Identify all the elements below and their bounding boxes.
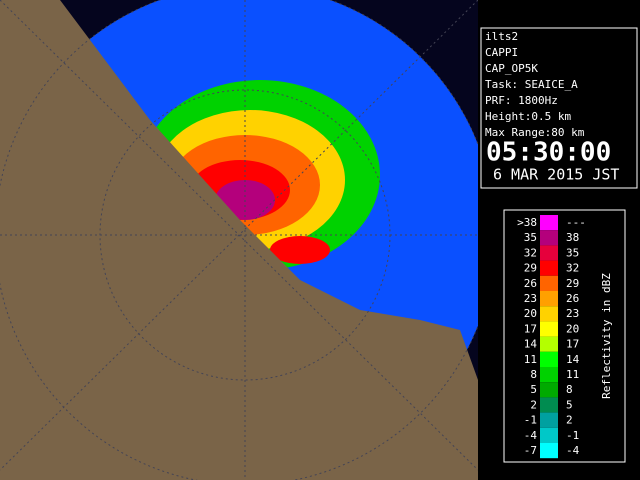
echo [270,236,330,264]
legend-high: 35 [566,246,579,259]
legend-title: Reflectivity in dBZ [600,273,613,399]
legend-low: 8 [530,368,537,381]
legend-swatch [540,260,558,276]
legend-high: 23 [566,307,579,320]
legend-low: 20 [524,307,537,320]
legend-swatch [540,382,558,398]
legend-high: 11 [566,368,579,381]
legend-swatch [540,351,558,367]
legend-high: 32 [566,262,579,275]
legend-high: --- [566,216,586,229]
legend-high: -1 [566,429,579,442]
info-line: Height:0.5 km [485,110,571,123]
legend-low: 32 [524,246,537,259]
legend-swatch [540,230,558,246]
legend-low: 23 [524,292,537,305]
legend-high: -4 [566,444,580,457]
legend-low: 5 [530,383,537,396]
land [0,0,478,480]
legend-high: 17 [566,338,579,351]
legend-high: 20 [566,322,579,335]
info-box [480,27,638,189]
legend-low: 29 [524,262,537,275]
legend-low: -1 [524,414,537,427]
info-line: ilts2 [485,30,518,43]
legend-swatch [540,367,558,383]
legend-swatch [540,306,558,322]
legend-high: 14 [566,353,580,366]
legend-high: 26 [566,292,579,305]
legend-swatch [540,245,558,261]
legend-low: 35 [524,231,537,244]
legend-low: >38 [517,216,537,229]
legend-low: 14 [524,338,538,351]
legend-high: 2 [566,414,573,427]
legend-low: 2 [530,398,537,411]
legend-low: -4 [524,429,538,442]
legend-swatch [540,336,558,352]
date: 6 MAR 2015 JST [493,166,619,184]
info-line: CAP_OP5K [485,62,538,75]
legend-high: 29 [566,277,579,290]
legend-swatch [540,443,558,459]
legend-swatch [540,291,558,307]
legend-high: 5 [566,398,573,411]
legend-low: 11 [524,353,537,366]
info-line: CAPPI [485,46,518,59]
legend-swatch [540,321,558,337]
range-rings [0,0,478,480]
legend-high: 8 [566,383,573,396]
info-line: Max Range:80 km [485,126,585,139]
info-line: Task: SEAICE_A [485,78,578,91]
info-line: PRF: 1800Hz [485,94,558,107]
legend-low: 17 [524,322,537,335]
legend-box [503,209,626,463]
legend-low: -7 [524,444,537,457]
legend-swatch [540,275,558,291]
legend-high: 38 [566,231,579,244]
legend-swatch [540,412,558,428]
time: 05:30:00 [486,138,611,168]
legend-swatch [540,427,558,443]
legend-swatch [540,397,558,413]
legend-swatch [540,215,558,231]
legend-low: 26 [524,277,537,290]
map [0,0,478,480]
